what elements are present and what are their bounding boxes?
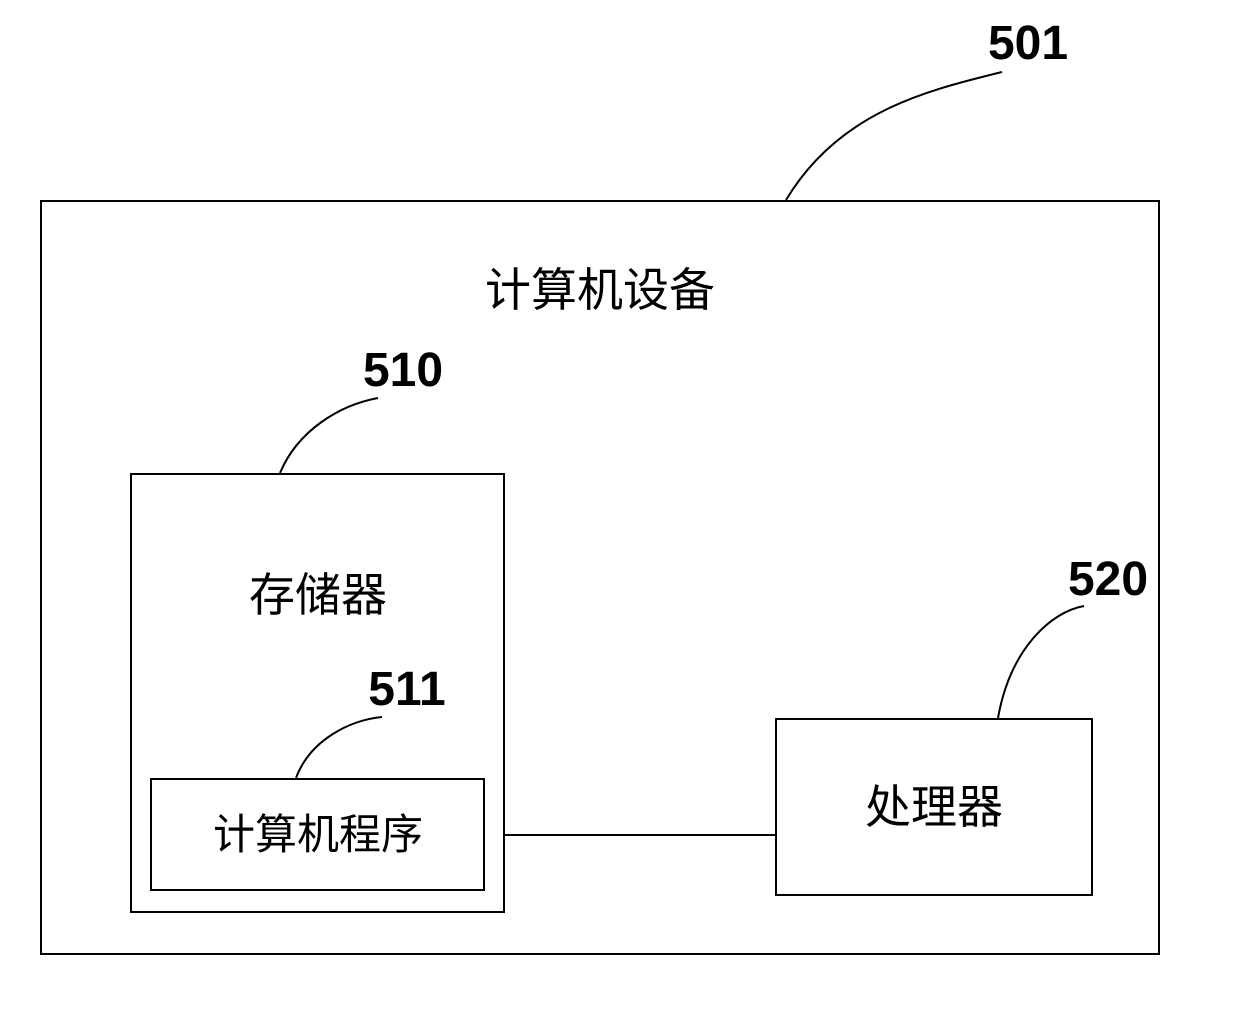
device-label: 计算机设备: [485, 267, 715, 313]
processor-label: 处理器: [865, 784, 1003, 830]
diagram-canvas: 计算机设备 501 存储器 510 计算机程序 511 处理器 520: [0, 0, 1240, 1009]
program-label: 计算机程序: [213, 814, 423, 856]
device-ref-number: 501: [988, 20, 1068, 68]
memory-ref-number: 510: [363, 347, 443, 395]
program-ref-number: 511: [368, 666, 445, 714]
processor-ref-number: 520: [1068, 556, 1148, 604]
leader-line-device: [786, 72, 1002, 200]
memory-label: 存储器: [249, 572, 387, 618]
